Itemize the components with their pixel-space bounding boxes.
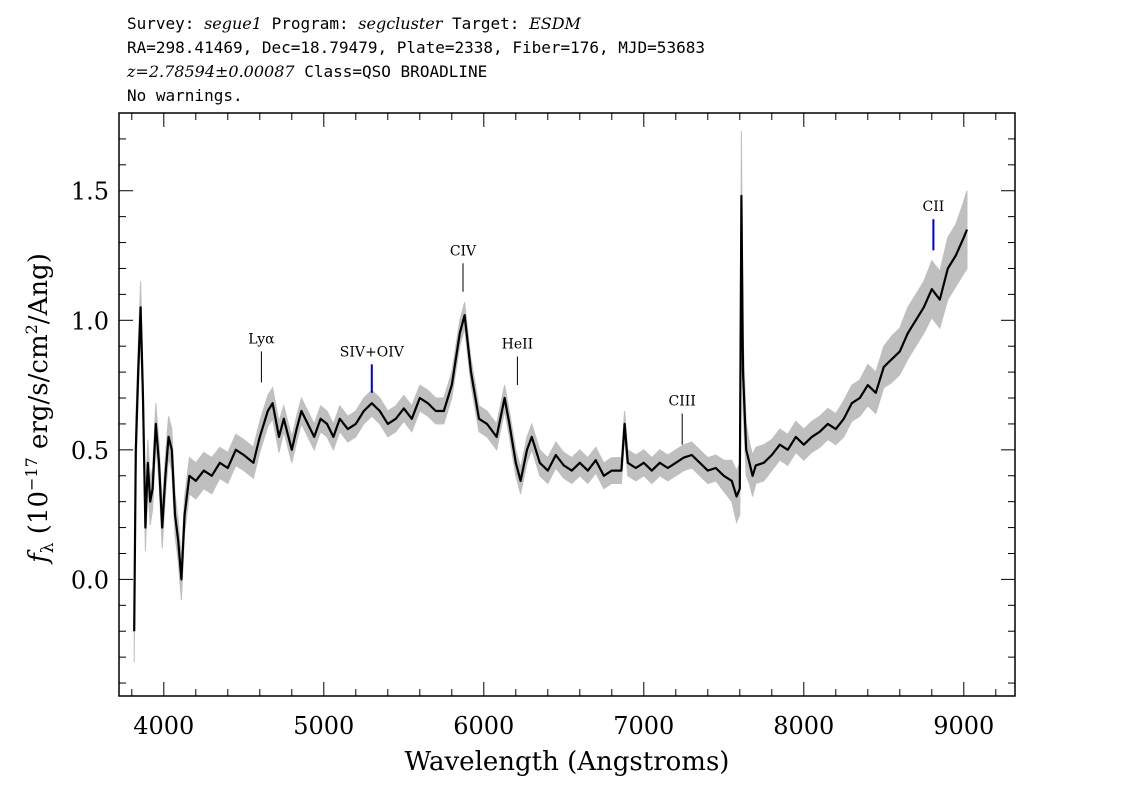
line-marker-label: Lyα bbox=[248, 331, 275, 347]
line-marker-label: SIV+OIV bbox=[340, 344, 405, 360]
plot-frame bbox=[118, 112, 1016, 697]
y-axis-subscript: λ bbox=[38, 542, 58, 553]
line-marker-layer: Lyα SIV+OIV CIV HeII CIII CII bbox=[248, 199, 945, 445]
survey-label: Survey: bbox=[127, 14, 195, 33]
survey-line: Survey: segue1 Program: segcluster Targe… bbox=[127, 12, 705, 36]
coords-line: RA=298.41469, Dec=18.79479, Plate=2338, … bbox=[127, 38, 705, 57]
x-tick-label: 9000 bbox=[933, 712, 994, 740]
flux-line bbox=[133, 194, 969, 632]
x-axis-title: Wavelength (Angstroms) bbox=[405, 747, 730, 777]
line-marker-label: CIV bbox=[450, 243, 477, 259]
program-label: Program: bbox=[271, 14, 349, 33]
y-tick-label: 1.5 bbox=[71, 178, 109, 206]
survey-value: segue1 bbox=[204, 14, 262, 33]
class-value: Class=QSO BROADLINE bbox=[304, 62, 488, 81]
axis-ticks: 4000 5000 6000 7000 8000 9000 0.0 0.5 1.0 1.5 bbox=[71, 113, 1015, 740]
y-axis-units: erg/s/cm bbox=[24, 334, 54, 449]
x-tick-label: 5000 bbox=[293, 712, 354, 740]
line-marker-label: CIII bbox=[669, 394, 696, 410]
y-axis-units-2: /Ang) bbox=[24, 253, 54, 324]
y-tick-label: 0.0 bbox=[71, 566, 109, 594]
x-tick-label: 7000 bbox=[613, 712, 674, 740]
spectrum-header: Survey: segue1 Program: segcluster Targe… bbox=[127, 12, 705, 108]
y-axis-title: fλ (10−17 erg/s/cm2/Ang) bbox=[22, 253, 58, 565]
flux-line-layer bbox=[133, 194, 969, 632]
error-band-layer bbox=[133, 131, 968, 663]
program-value: segcluster bbox=[358, 14, 443, 33]
x-tick-label: 4000 bbox=[133, 712, 194, 740]
y-axis-exponent: −17 bbox=[22, 457, 41, 491]
redshift-line: z=2.78594±0.00087 Class=QSO BROADLINE bbox=[127, 60, 705, 84]
y-axis-paren: (10 bbox=[24, 491, 54, 534]
line-marker-label: CII bbox=[923, 199, 945, 215]
x-tick-label: 6000 bbox=[453, 712, 514, 740]
target-label: Target: bbox=[452, 14, 520, 33]
redshift-value: z=2.78594±0.00087 bbox=[127, 62, 295, 81]
line-marker-label: HeII bbox=[502, 337, 534, 353]
flux-error-band bbox=[133, 131, 968, 663]
target-value: ESDM bbox=[529, 14, 581, 33]
y-tick-label: 0.5 bbox=[71, 437, 109, 465]
x-tick-label: 8000 bbox=[773, 712, 834, 740]
y-tick-label: 1.0 bbox=[71, 307, 109, 335]
y-axis-exponent-2: 2 bbox=[22, 324, 41, 334]
warnings-line: No warnings. bbox=[127, 86, 243, 105]
